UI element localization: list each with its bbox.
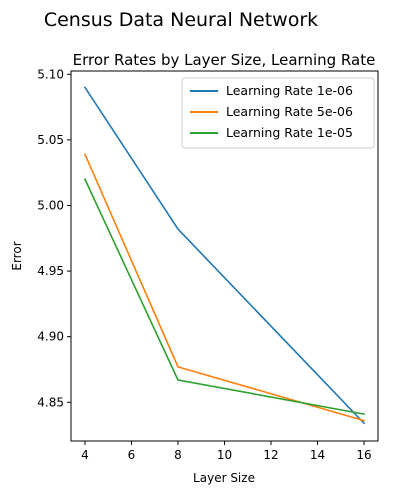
plot-frame xyxy=(70,70,379,442)
legend: Learning Rate 1e-06 Learning Rate 5e-06 … xyxy=(181,77,375,149)
figure-suptitle: Census Data Neural Network xyxy=(44,9,318,31)
y-axis-label: Error xyxy=(10,241,24,270)
legend-label-lr-1e-06: Learning Rate 1e-06 xyxy=(226,83,353,98)
x-tick-label: 8 xyxy=(174,448,182,462)
x-tick-label: 16 xyxy=(356,448,371,462)
y-tick-label: 4.95 xyxy=(37,264,64,278)
x-tick-label: 4 xyxy=(81,448,89,462)
y-tick-label: 4.90 xyxy=(37,330,64,344)
legend-label-lr-1e-05: Learning Rate 1e-05 xyxy=(226,125,353,140)
x-tick-label: 10 xyxy=(217,448,232,462)
x-tick-label: 6 xyxy=(128,448,136,462)
x-axis-label: Layer Size xyxy=(193,471,255,485)
series-line-0 xyxy=(83,86,366,425)
y-tick-label: 5.05 xyxy=(37,133,64,147)
y-tick-label: 5.10 xyxy=(37,67,64,81)
x-tick-label: 12 xyxy=(263,448,278,462)
x-tick-label: 14 xyxy=(310,448,325,462)
legend-box xyxy=(181,77,375,149)
y-tick-label: 5.00 xyxy=(37,198,64,212)
series-line-2 xyxy=(83,178,365,416)
legend-label-lr-5e-06: Learning Rate 5e-06 xyxy=(226,104,353,119)
chart-title: Error Rates by Layer Size, Learning Rate xyxy=(73,51,376,69)
y-tick-label: 4.85 xyxy=(37,395,64,409)
